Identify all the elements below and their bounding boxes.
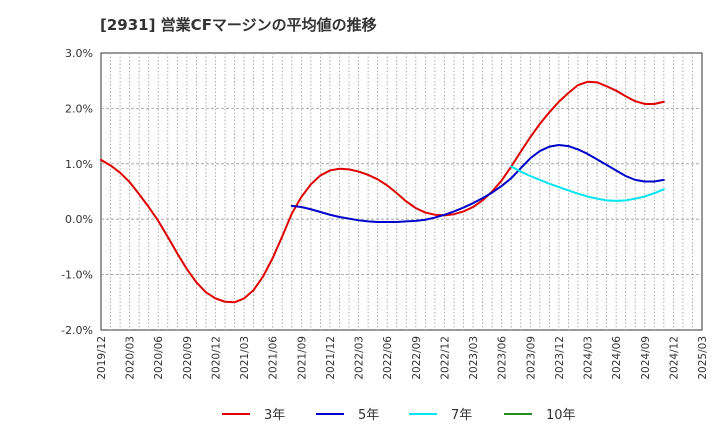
legend-label: 3年 (264, 408, 285, 423)
x-tick-label: 2024/03 (583, 336, 595, 380)
x-tick-label: 2022/06 (382, 336, 394, 380)
series-lines (100, 80, 665, 304)
plot-area (100, 52, 703, 331)
x-axis-ticks: 2019/12 2020/03 2020/06 2020/09 2020/12 2021/… (96, 336, 709, 380)
y-tick-label: 3.0% (65, 47, 93, 60)
plot-border (100, 52, 703, 331)
y-tick-label: 1.0% (65, 158, 93, 171)
x-tick-label: 2021/12 (325, 336, 337, 380)
x-tick-label: 2021/06 (268, 336, 280, 380)
x-tick-label: 2023/06 (497, 336, 509, 380)
x-tick-label: 2020/03 (125, 336, 137, 380)
x-tick-label: 2021/03 (239, 336, 251, 380)
grid-lines (101, 53, 702, 330)
x-tick-label: 2023/12 (554, 336, 566, 380)
series-line-5年 (290, 143, 665, 223)
x-tick-label: 2019/12 (96, 336, 108, 380)
x-tick-label: 2024/06 (611, 336, 623, 380)
x-tick-label: 2020/09 (182, 336, 194, 380)
series-line-3年 (100, 80, 665, 304)
y-tick-label: 0.0% (65, 213, 93, 226)
x-tick-label: 2025/03 (697, 336, 709, 380)
legend-label: 10年 (546, 408, 576, 423)
y-tick-label: 2.0% (65, 102, 93, 115)
y-tick-label: -1.0% (61, 269, 93, 282)
legend-label: 5年 (358, 408, 379, 423)
legend-label: 7年 (451, 408, 472, 423)
x-tick-label: 2020/12 (210, 336, 222, 380)
x-tick-label: 2022/09 (411, 336, 423, 380)
x-tick-label: 2022/03 (354, 336, 366, 380)
x-tick-label: 2023/09 (525, 336, 537, 380)
x-tick-label: 2024/12 (668, 336, 680, 380)
x-tick-label: 2022/12 (439, 336, 451, 380)
x-tick-label: 2020/06 (153, 336, 165, 380)
x-tick-label: 2024/09 (640, 336, 652, 380)
x-tick-label: 2021/09 (296, 336, 308, 380)
series-line-7年 (510, 165, 665, 202)
y-axis-ticks: 3.0% 2.0% 1.0% 0.0% -1.0% -2.0% (61, 47, 93, 337)
x-tick-label: 2023/03 (468, 336, 480, 380)
chart-title: [2931] 営業CFマージンの平均値の推移 (100, 16, 377, 34)
legend: 3年 5年 7年 10年 (222, 408, 576, 423)
y-tick-label: -2.0% (61, 324, 93, 337)
